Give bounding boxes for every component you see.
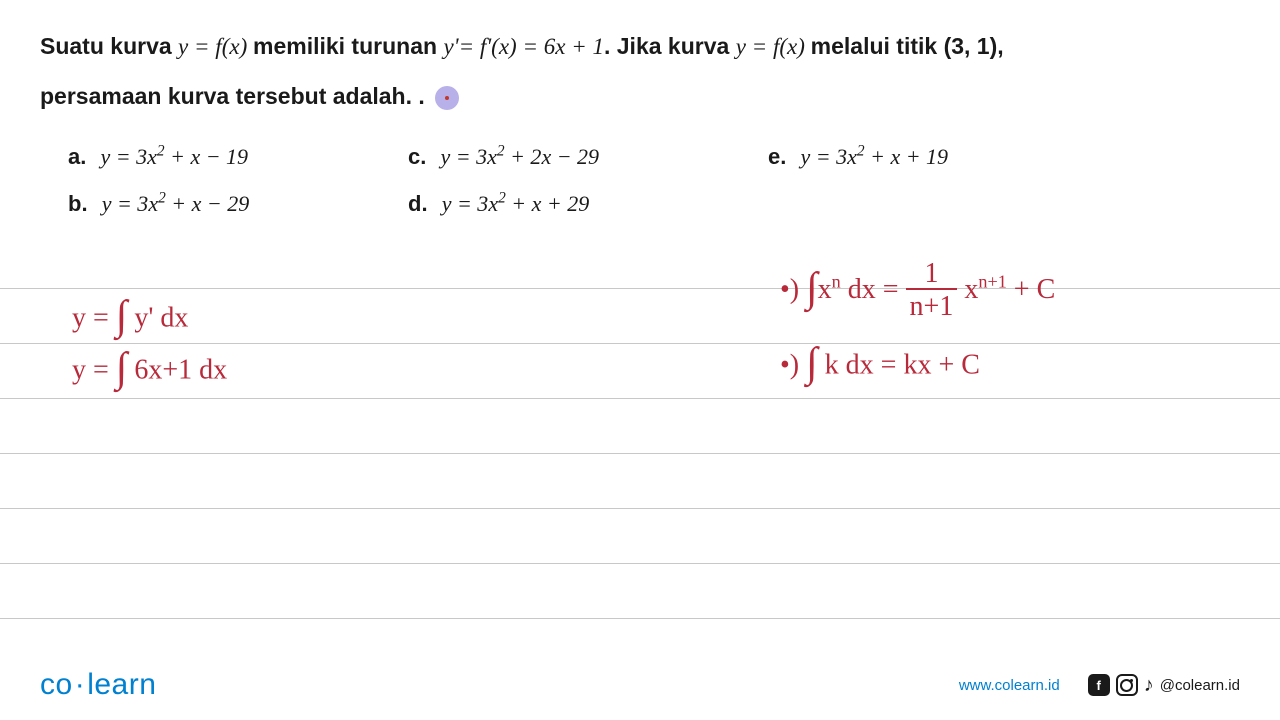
ruled-line — [0, 618, 1280, 619]
option-c-math: y = 3x2 + 2x − 29 — [440, 144, 599, 169]
q-line2-text: persamaan kurva tersebut adalah. . — [40, 83, 425, 109]
hw-right2-bullet: •) — [780, 349, 799, 380]
footer-handle: @colearn.id — [1160, 677, 1240, 694]
hw-right1-tail: xn+1 + C — [964, 274, 1055, 305]
hw-frac-den: n+1 — [906, 290, 958, 324]
option-b-label: b. — [68, 191, 88, 216]
logo-learn: learn — [87, 668, 156, 701]
hw-fraction: 1 n+1 — [906, 260, 958, 324]
hw-right2-body: k dx = kx + C — [818, 349, 980, 380]
q-text-3: . Jika kurva — [604, 33, 729, 59]
tiktok-icon: ♪ — [1144, 674, 1154, 697]
options-grid: a. y = 3x2 + x − 19 c. y = 3x2 + 2x − 29… — [68, 137, 1240, 224]
q-text-4: melalui titik (3, 1), — [811, 33, 1004, 59]
footer-right: www.colearn.id f ♪ @colearn.id — [959, 674, 1240, 697]
instagram-icon — [1116, 674, 1138, 696]
hw-left2-rhs: 6x+1 dx — [134, 354, 227, 385]
hw-left1-rhs: y' dx — [134, 302, 188, 333]
ruled-line — [0, 453, 1280, 454]
option-d-label: d. — [408, 191, 428, 216]
ruled-line — [0, 563, 1280, 564]
hw-right1-bullet: •) — [780, 274, 799, 305]
hw-left1-lhs: y = — [72, 302, 116, 333]
integral-icon: ∫ — [116, 292, 128, 340]
q-text-1: Suatu kurva — [40, 33, 172, 59]
ruled-line — [0, 508, 1280, 509]
handwriting-area: y = ∫ y' dx y = ∫ 6x+1 dx •) ∫xn dx = 1 … — [0, 228, 1280, 660]
handwriting-right-2: •) ∫ k dx = kx + C — [780, 343, 980, 391]
option-b: b. y = 3x2 + x − 29 — [68, 184, 408, 223]
option-d: d. y = 3x2 + x + 29 — [408, 184, 768, 223]
q-math-3: y = f(x) — [736, 34, 811, 59]
facebook-icon: f — [1088, 674, 1110, 696]
social-icons: f ♪ @colearn.id — [1088, 674, 1240, 697]
integral-icon: ∫ — [806, 339, 818, 387]
logo: co·learn — [40, 668, 156, 702]
integral-icon: ∫ — [116, 344, 128, 392]
q-text-2: memiliki turunan — [253, 33, 437, 59]
handwriting-left-1: y = ∫ y' dx — [72, 296, 188, 344]
logo-dot: · — [75, 668, 86, 701]
handwriting-left-2: y = ∫ 6x+1 dx — [72, 348, 227, 396]
option-b-math: y = 3x2 + x − 29 — [102, 191, 250, 216]
option-e-math: y = 3x2 + x + 19 — [800, 144, 948, 169]
logo-co: co — [40, 668, 73, 701]
hw-left2-lhs: y = — [72, 354, 116, 385]
question-line-2: persamaan kurva tersebut adalah. . — [40, 78, 1240, 115]
option-c: c. y = 3x2 + 2x − 29 — [408, 137, 768, 176]
question-line-1: Suatu kurva y = f(x) memiliki turunan y'… — [40, 28, 1240, 66]
cursor-indicator — [435, 86, 459, 110]
ruled-line — [0, 288, 1280, 289]
q-math-1: y = f(x) — [178, 34, 253, 59]
hw-right1-xn: xn dx = — [818, 274, 906, 305]
option-e: e. y = 3x2 + x + 19 — [768, 137, 1108, 176]
option-d-math: y = 3x2 + x + 29 — [442, 191, 590, 216]
handwriting-right-1: •) ∫xn dx = 1 n+1 xn+1 + C — [780, 260, 1055, 324]
option-a: a. y = 3x2 + x − 19 — [68, 137, 408, 176]
option-e-label: e. — [768, 144, 786, 169]
option-a-math: y = 3x2 + x − 19 — [100, 144, 248, 169]
footer-url: www.colearn.id — [959, 677, 1060, 694]
ruled-line — [0, 343, 1280, 344]
ruled-line — [0, 398, 1280, 399]
integral-icon: ∫ — [806, 264, 818, 312]
q-math-2: y'= f'(x) = 6x + 1 — [443, 34, 604, 59]
option-a-label: a. — [68, 144, 86, 169]
hw-frac-num: 1 — [906, 260, 958, 290]
footer: co·learn www.colearn.id f ♪ @colearn.id — [40, 668, 1240, 702]
option-c-label: c. — [408, 144, 426, 169]
